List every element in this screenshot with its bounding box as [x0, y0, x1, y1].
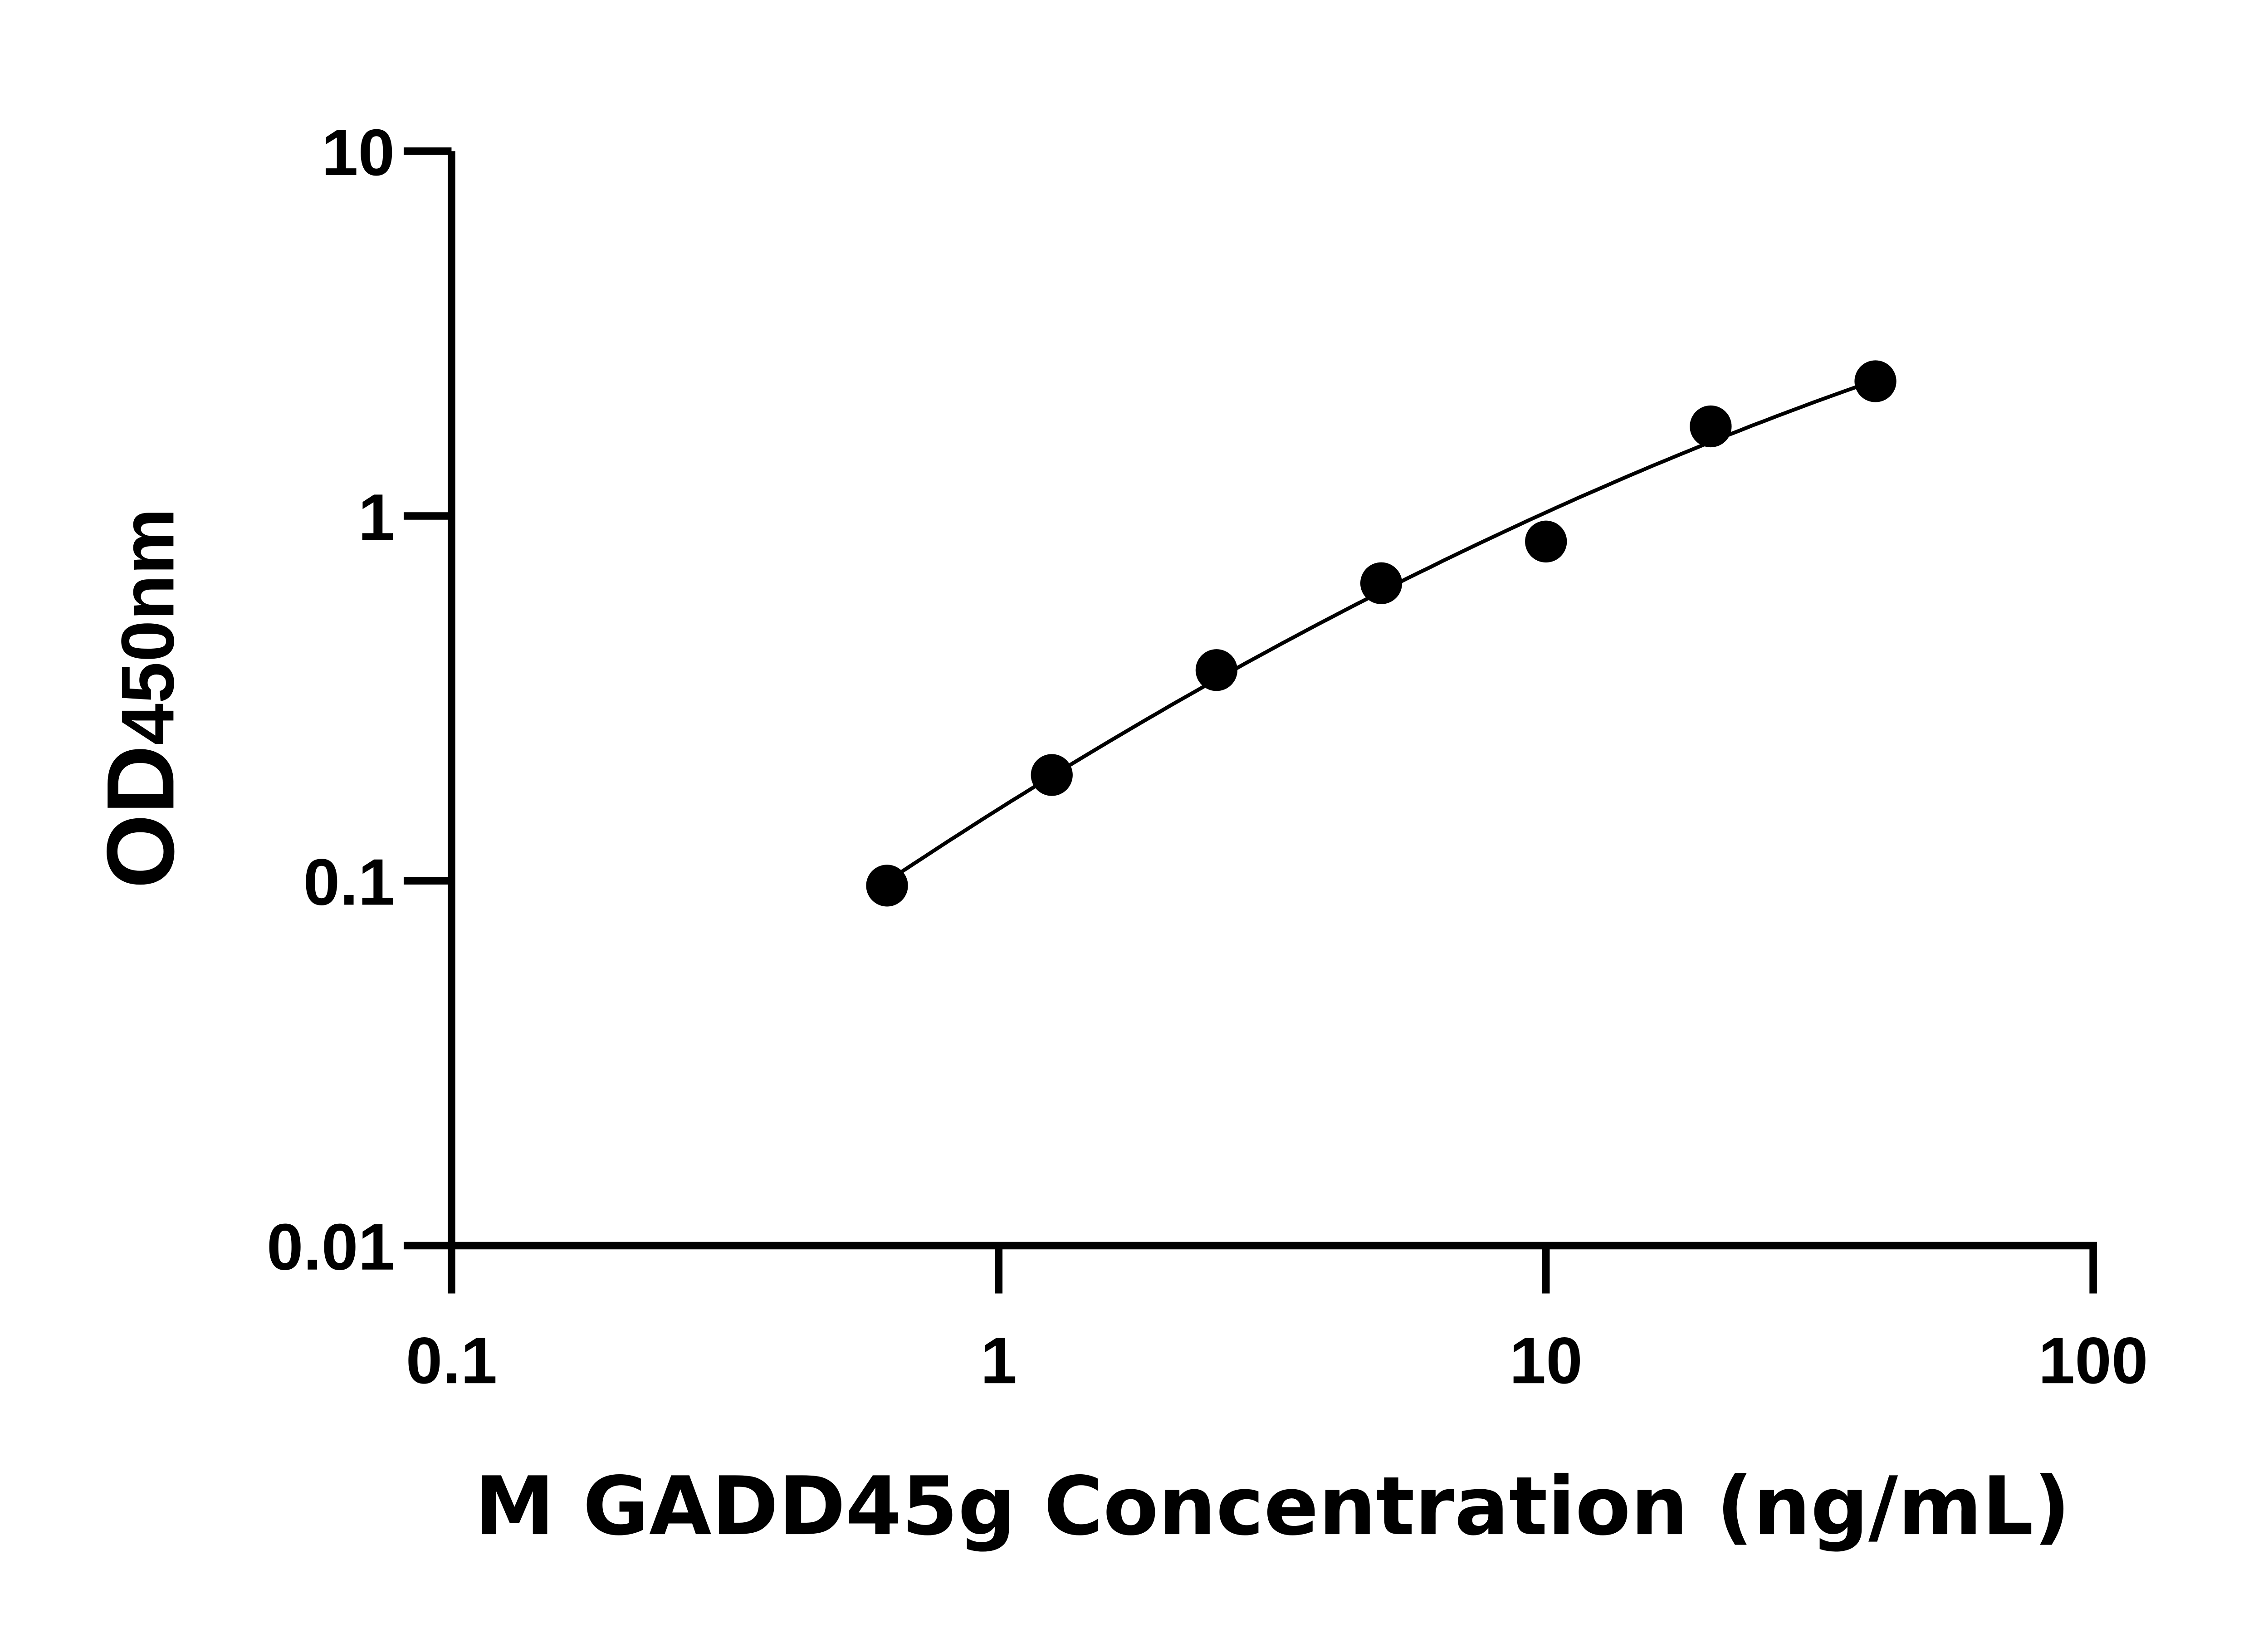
x-tick-label: 100	[2038, 1324, 2148, 1397]
x-axis-label: M GADD45g Concentration (ng/mL)	[474, 1459, 2071, 1553]
y-axis-label-sub: 450nm	[106, 508, 189, 745]
x-tick-label: 0.1	[406, 1324, 498, 1397]
y-axis-label: OD450nm	[87, 508, 194, 889]
y-tick-label: 0.1	[303, 845, 395, 919]
data-point	[1360, 562, 1403, 604]
data-point	[1854, 360, 1897, 402]
data-points	[866, 360, 1897, 907]
y-axis-label-main: OD	[87, 745, 194, 888]
x-tick-label: 10	[1510, 1324, 1583, 1397]
fit-curve	[886, 378, 1877, 883]
data-point	[866, 865, 908, 907]
y-tick-label: 1	[358, 480, 395, 554]
data-point	[1031, 754, 1073, 796]
data-point	[1690, 405, 1732, 448]
x-tick-label: 1	[981, 1324, 1017, 1397]
data-point	[1195, 649, 1238, 691]
y-tick-label: 10	[322, 116, 395, 189]
data-point	[1525, 520, 1567, 562]
y-tick-label: 0.01	[267, 1210, 395, 1284]
